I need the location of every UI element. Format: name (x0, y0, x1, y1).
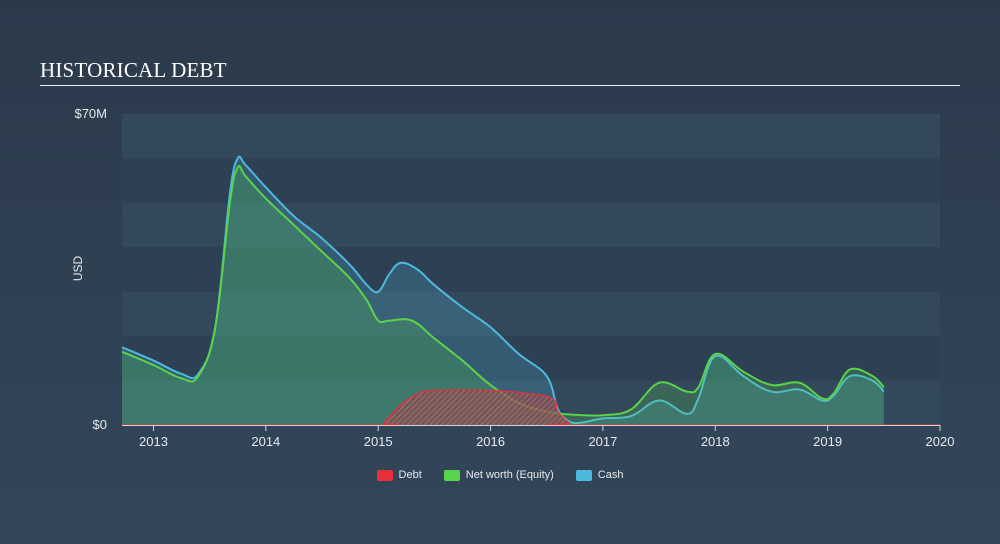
x-tick-label: 2017 (588, 434, 617, 449)
legend-swatch-equity (443, 469, 460, 481)
legend-item-equity[interactable]: Net worth (Equity) (443, 469, 554, 481)
legend-swatch-cash (575, 469, 592, 481)
legend-label-debt: Debt (398, 469, 422, 481)
y-tick-bottom: $0 (93, 417, 107, 432)
grid-band (122, 291, 940, 337)
x-tick-label: 2014 (251, 434, 280, 449)
series-line-cash[interactable] (121, 155, 885, 425)
grid-band (122, 247, 940, 292)
x-tick-label: 2019 (813, 434, 842, 449)
series-area-cash (122, 156, 884, 426)
grid-band (122, 336, 940, 381)
y-tick-top: $70M (74, 106, 107, 121)
y-axis-label: USD (71, 256, 85, 282)
series-line-equity[interactable] (121, 164, 885, 417)
series-layer (121, 155, 940, 426)
legend-label-equity: Net worth (Equity) (465, 469, 554, 481)
legend-swatch-debt (376, 469, 393, 481)
grid-band (122, 202, 940, 248)
title-divider (40, 85, 960, 86)
x-tick-label: 2013 (139, 434, 168, 449)
x-tick-label: 2018 (701, 434, 730, 449)
series-area-equity (122, 165, 884, 426)
chart-title: HISTORICAL DEBT (40, 58, 227, 82)
series-line-debt[interactable] (121, 389, 940, 426)
x-tick-label: 2020 (926, 434, 955, 449)
legend-item-debt[interactable]: Debt (376, 469, 422, 481)
legend-label-cash: Cash (597, 469, 624, 481)
legend-item-cash[interactable]: Cash (575, 469, 624, 481)
grid-band (122, 114, 940, 159)
x-tick-label: 2016 (476, 434, 505, 449)
x-axis-ticks: 2013 2014 2015 2016 2017 2018 2019 2020 (139, 425, 954, 449)
x-tick-label: 2015 (364, 434, 393, 449)
series-area-debt (122, 389, 940, 425)
legend: Debt Net worth (Equity) Cash (0, 469, 1000, 481)
